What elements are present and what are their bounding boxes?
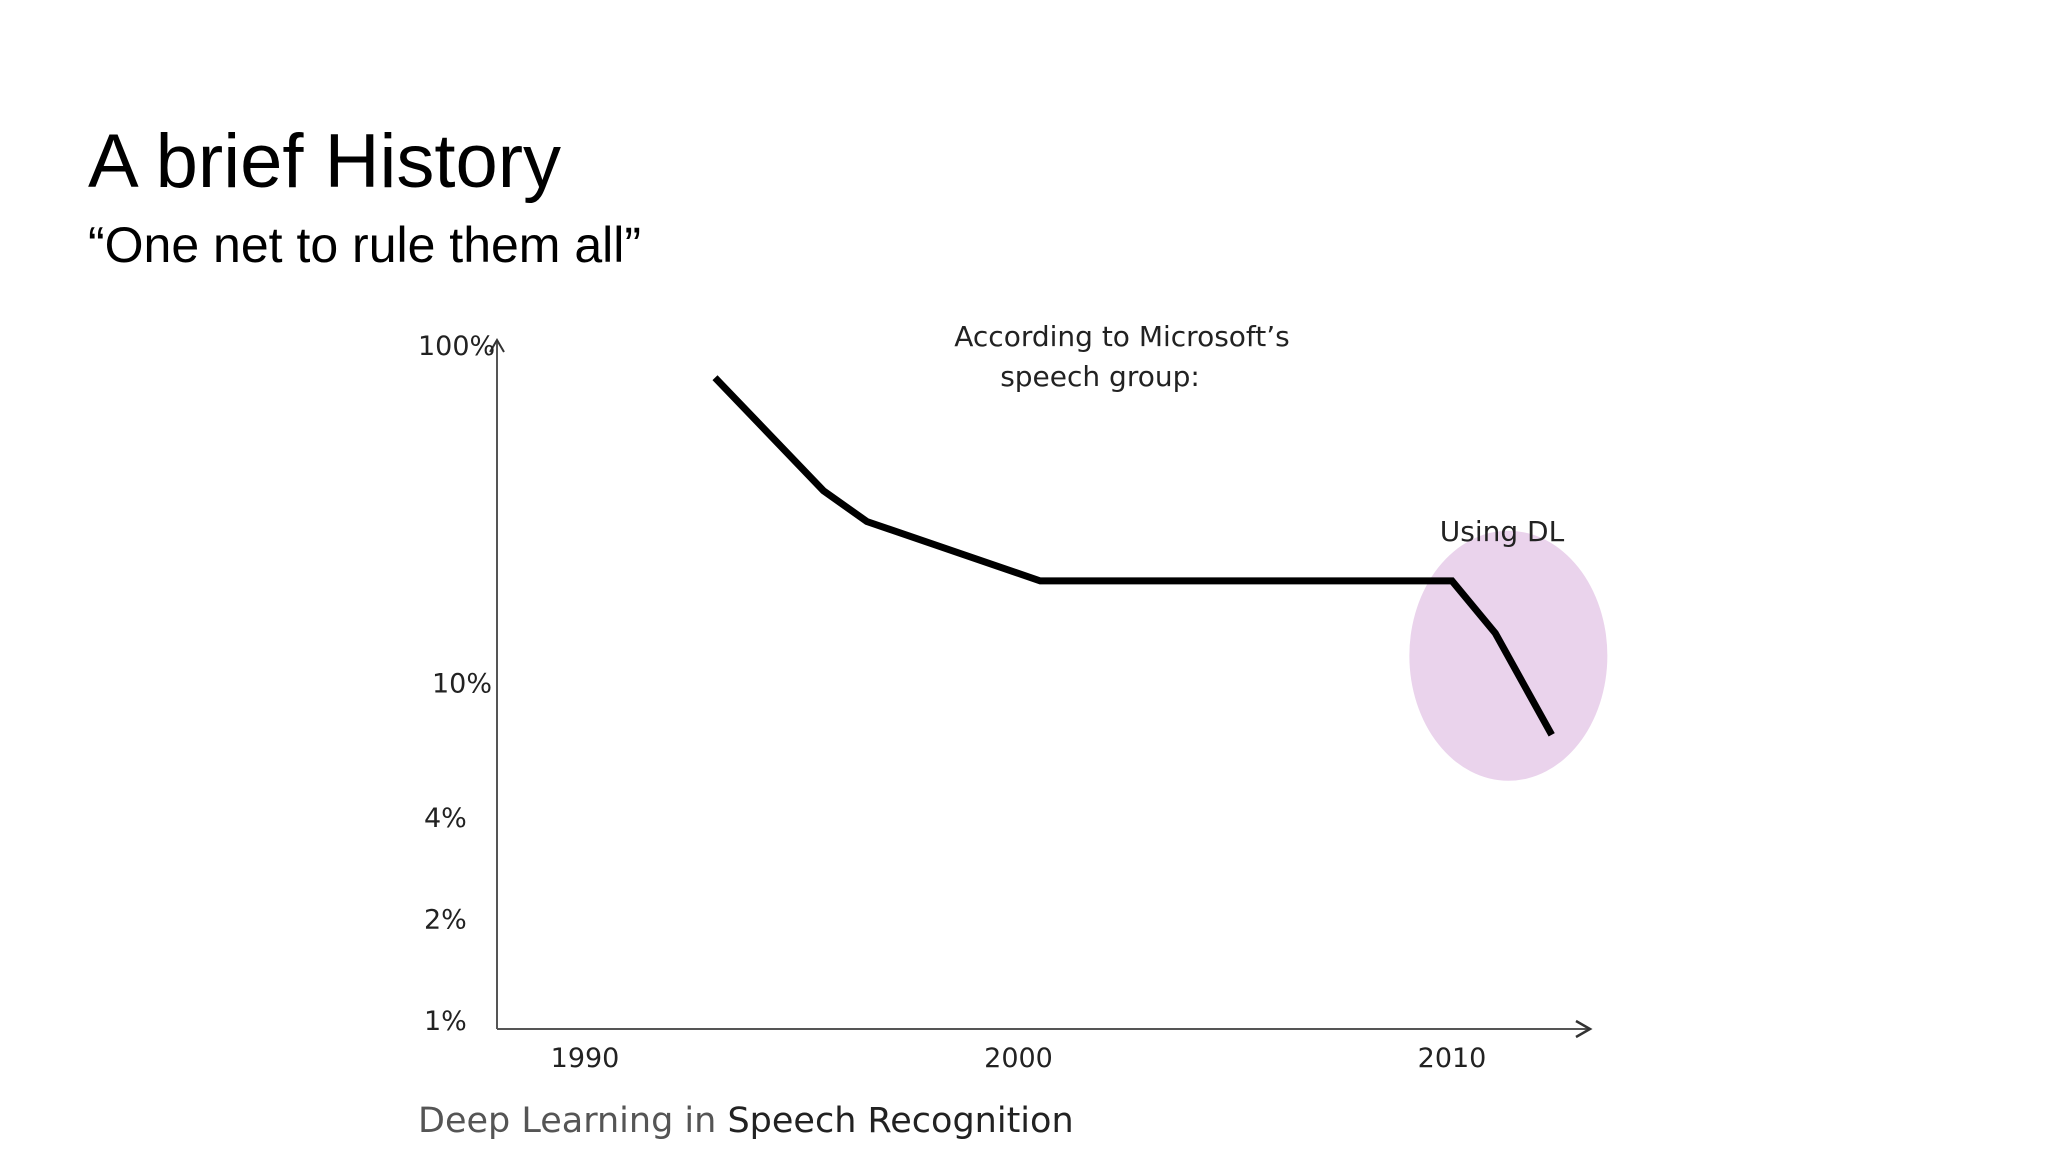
ticks-layer: 1% 2% 4% 10% 100% 1990 2000 2010 bbox=[418, 331, 1486, 1074]
x-axis-arrow bbox=[1575, 1019, 1593, 1039]
x-tick-label: 2010 bbox=[1418, 1043, 1487, 1074]
slide-subtitle: “One net to rule them all” bbox=[88, 217, 642, 273]
source-caption-emphasis: Speech Recognition bbox=[727, 1101, 1073, 1141]
annotation-layer: According to Microsoft’s speech group: Usi… bbox=[418, 320, 1565, 1141]
axes-layer bbox=[489, 338, 1593, 1039]
y-tick-label: 2% bbox=[424, 904, 467, 935]
source-caption: Deep Learning in Speech Recognition bbox=[418, 1101, 1074, 1141]
error-rate-line bbox=[712, 375, 1555, 737]
y-axis-arrow bbox=[489, 338, 505, 353]
annotation-using-dl: Using DL bbox=[1440, 515, 1565, 548]
annotation-source-line1: According to Microsoft’s bbox=[954, 320, 1290, 353]
source-caption-prefix: Deep Learning in bbox=[418, 1101, 727, 1141]
slide-title: A brief History bbox=[88, 119, 562, 204]
y-tick-label: 100% bbox=[418, 331, 495, 362]
annotation-source-line2: speech group: bbox=[1000, 360, 1200, 393]
y-tick-label: 10% bbox=[432, 669, 492, 700]
series-layer bbox=[712, 375, 1555, 737]
x-tick-label: 1990 bbox=[551, 1043, 620, 1074]
y-tick-label: 1% bbox=[424, 1006, 467, 1037]
x-tick-label: 2000 bbox=[984, 1043, 1053, 1074]
y-tick-label: 4% bbox=[424, 803, 467, 834]
